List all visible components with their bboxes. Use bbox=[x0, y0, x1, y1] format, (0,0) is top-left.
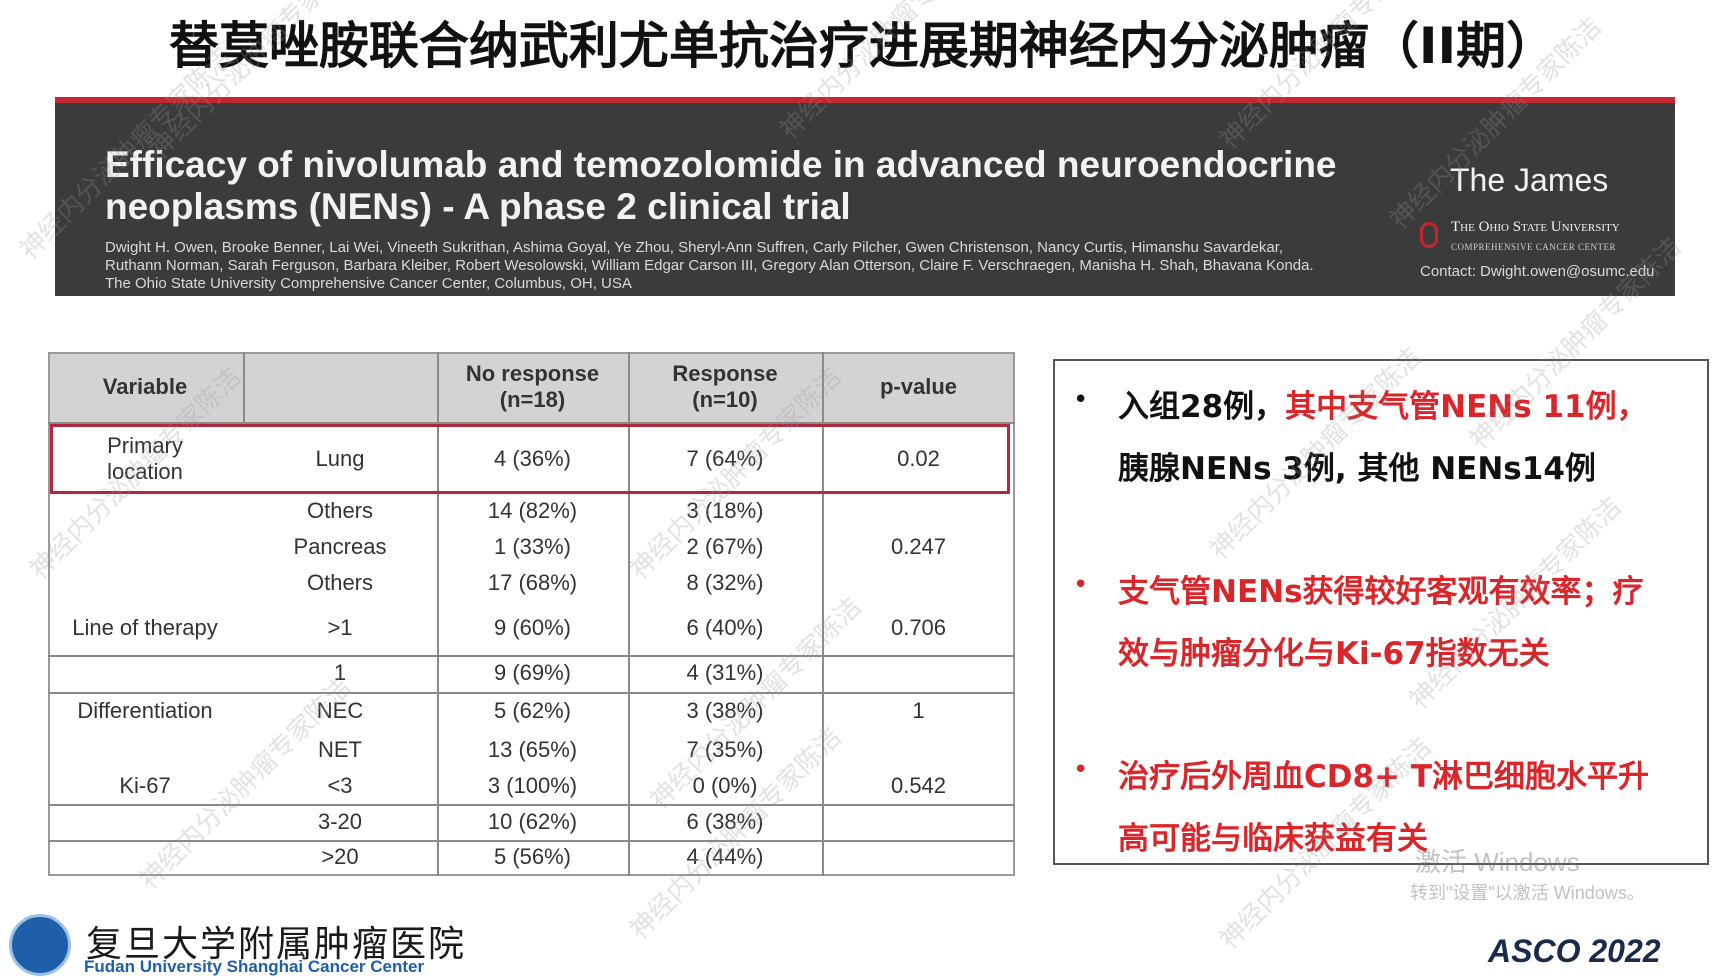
table-cell: <3 bbox=[327, 773, 353, 798]
table-cell: 7 (64%) bbox=[686, 446, 764, 471]
table-cell: 4 (31%) bbox=[686, 660, 764, 685]
table-cell: 3 (18%) bbox=[686, 498, 764, 523]
table-cell: 6 (38%) bbox=[686, 809, 764, 834]
row-rule bbox=[48, 692, 1015, 694]
table-cell: Others bbox=[306, 570, 374, 595]
table-cell: Ki-67 bbox=[119, 773, 171, 798]
table-header: Variable bbox=[102, 374, 188, 399]
table-cell: Primary location bbox=[107, 433, 183, 484]
table-cell: Lung bbox=[315, 446, 365, 471]
table-cell: NEC bbox=[316, 698, 364, 723]
bullet-text: 治疗后外周血CD8+ T淋巴细胞水平升 bbox=[1118, 759, 1649, 795]
col-rule bbox=[437, 352, 439, 876]
table-cell: 7 (35%) bbox=[686, 737, 764, 762]
system-notice: 激活 Windows bbox=[1415, 847, 1580, 877]
table-cell: 17 (68%) bbox=[487, 570, 578, 595]
banner-rule bbox=[55, 97, 1675, 103]
table-cell: 0.02 bbox=[897, 446, 940, 471]
table-header-bg bbox=[50, 354, 1013, 422]
row-rule bbox=[48, 422, 1015, 424]
table-header: p-value bbox=[879, 374, 958, 399]
bullet-line: 治疗后外周血CD8+ T淋巴细胞水平升 bbox=[1118, 751, 1649, 796]
bullet-text: 高可能与临床获益有关 bbox=[1118, 821, 1428, 857]
table-cell: 0.247 bbox=[890, 534, 947, 559]
results-table bbox=[48, 352, 1015, 876]
bullet-text: 效与肿瘤分化与Ki-67指数无关 bbox=[1118, 636, 1550, 672]
contact: Contact: Dwight.owen@osumc.edu bbox=[1420, 263, 1655, 280]
table-header: Response (n=10) bbox=[672, 361, 778, 412]
center: COMPREHENSIVE CANCER CENTER bbox=[1451, 242, 1617, 252]
table-cell: 3-20 bbox=[317, 809, 363, 834]
table-cell: 6 (40%) bbox=[686, 615, 764, 640]
bullet-symbol: • bbox=[1073, 570, 1089, 600]
bullet-symbol: • bbox=[1073, 385, 1089, 415]
banner bbox=[55, 103, 1675, 296]
col-rule bbox=[822, 352, 824, 876]
table-cell: NET bbox=[318, 737, 362, 762]
table-cell: 2 (67%) bbox=[686, 534, 764, 559]
table-cell: 5 (62%) bbox=[493, 698, 572, 723]
table-cell: 9 (69%) bbox=[493, 660, 572, 685]
table-cell: 1 bbox=[333, 660, 347, 685]
hospital-name: 复旦大学附属肿瘤医院 bbox=[86, 924, 467, 965]
table-cell: 1 (33%) bbox=[493, 534, 572, 559]
table-cell: 3 (100%) bbox=[487, 773, 578, 798]
table-cell: >1 bbox=[327, 615, 353, 640]
table-cell: 4 (44%) bbox=[686, 844, 764, 869]
institution: The Ohio State University Comprehensive … bbox=[105, 275, 632, 292]
table-cell: Others bbox=[306, 498, 374, 523]
bullet-line: 胰腺NENs 3例, 其他 NENs14例 bbox=[1118, 443, 1596, 488]
slide-title: 替莫唑胺联合纳武利尤单抗治疗进展期神经内分泌肿瘤（II期） bbox=[168, 17, 1557, 75]
bullet-line: 高可能与临床获益有关 bbox=[1118, 813, 1428, 858]
table-cell: 13 (65%) bbox=[487, 737, 578, 762]
table-cell: 14 (82%) bbox=[487, 498, 578, 523]
table-cell: 8 (32%) bbox=[686, 570, 764, 595]
table-cell: 10 (62%) bbox=[487, 809, 578, 834]
table-cell: 0 (0%) bbox=[692, 773, 758, 798]
table-cell: >20 bbox=[321, 844, 359, 869]
banner-title: Efficacy of nivolumab and temozolomide i… bbox=[105, 144, 1337, 185]
conference: ASCO 2022 bbox=[1488, 933, 1661, 969]
bullet-line: 支气管NENs获得较好客观有效率；疗 bbox=[1118, 566, 1644, 611]
table-cell: 9 (60%) bbox=[493, 615, 572, 640]
brand: The James bbox=[1450, 162, 1609, 198]
col-rule bbox=[243, 352, 245, 422]
table-cell: 1 bbox=[912, 698, 925, 723]
bullet-text: 入组28例， bbox=[1118, 389, 1286, 425]
authors: Ruthann Norman, Sarah Ferguson, Barbara … bbox=[105, 257, 1314, 274]
system-notice: 转到"设置"以激活 Windows。 bbox=[1410, 883, 1645, 903]
summary-box bbox=[1053, 359, 1709, 865]
col-rule bbox=[628, 352, 630, 876]
highlight-box bbox=[50, 424, 1010, 494]
hospital-name-en: Fudan University Shanghai Cancer Center bbox=[84, 957, 425, 976]
bullet-symbol: • bbox=[1073, 755, 1089, 785]
table-cell: 3 (38%) bbox=[686, 698, 764, 723]
table-cell: 5 (56%) bbox=[493, 844, 572, 869]
table-cell: Differentiation bbox=[77, 698, 213, 723]
bullet-text: 支气管NENs获得较好客观有效率；疗 bbox=[1118, 574, 1644, 610]
authors: Dwight H. Owen, Brooke Benner, Lai Wei, … bbox=[105, 239, 1284, 256]
bullet-text: 其中支气管NENs 11例， bbox=[1285, 389, 1648, 425]
banner-title: neoplasms (NENs) - A phase 2 clinical tr… bbox=[105, 186, 851, 227]
table-cell: 0.542 bbox=[890, 773, 947, 798]
table-cell: 4 (36%) bbox=[493, 446, 572, 471]
osu-logo bbox=[1420, 222, 1438, 248]
table-cell: 0.706 bbox=[890, 615, 947, 640]
row-rule bbox=[48, 840, 1015, 842]
university: The Ohio State University bbox=[1451, 219, 1620, 235]
table-cell: Line of therapy bbox=[72, 615, 218, 640]
bullet-line: 效与肿瘤分化与Ki-67指数无关 bbox=[1118, 628, 1550, 673]
row-rule bbox=[48, 655, 1015, 657]
bullet-line: 入组28例，其中支气管NENs 11例， bbox=[1118, 381, 1648, 426]
bullet-text: 胰腺NENs 3例, 其他 NENs14例 bbox=[1118, 451, 1596, 487]
hospital-logo bbox=[9, 914, 71, 976]
table-cell: Pancreas bbox=[293, 534, 387, 559]
table-header: No response (n=18) bbox=[465, 361, 600, 412]
row-rule bbox=[48, 804, 1015, 806]
